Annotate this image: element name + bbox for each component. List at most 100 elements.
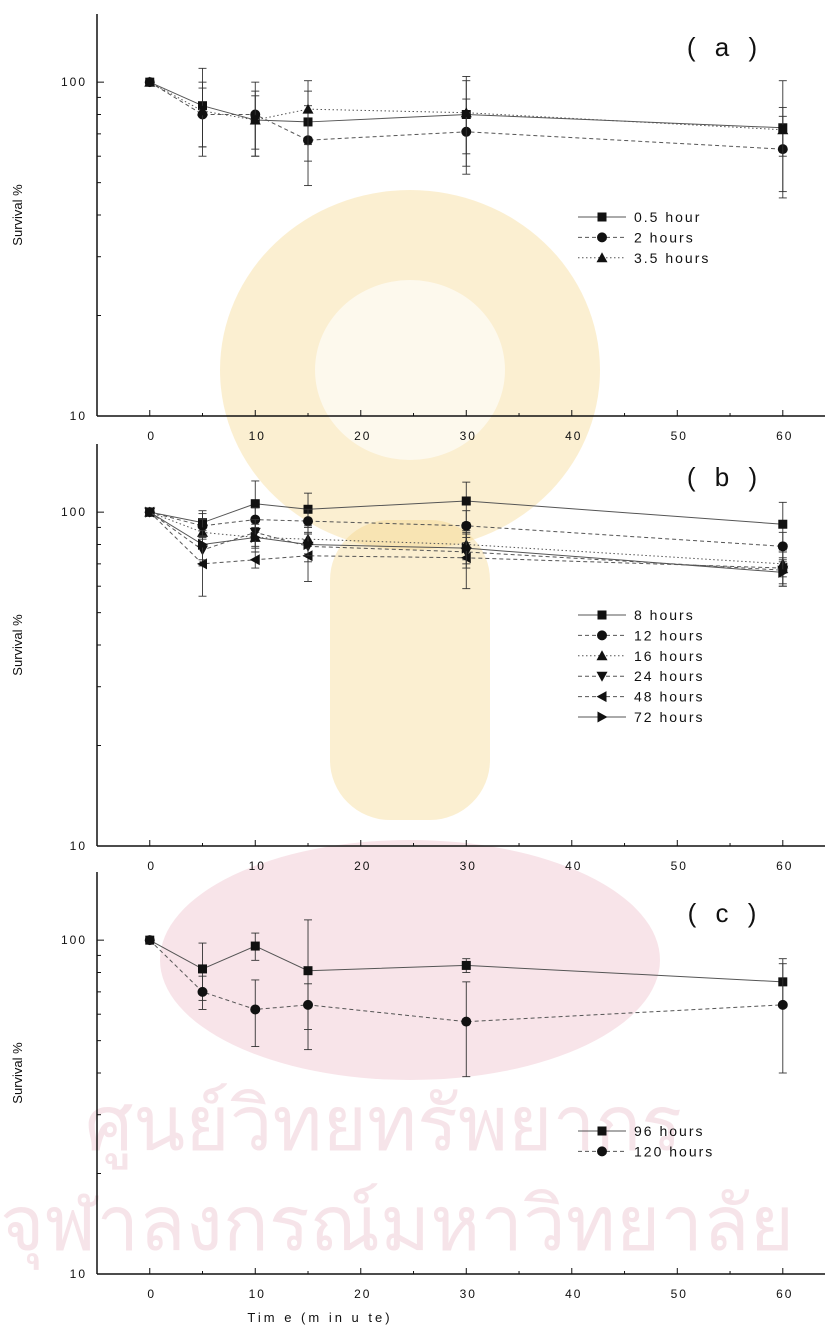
data-point	[778, 566, 789, 578]
series-line	[149, 81, 783, 129]
legend-label: 72 hours	[634, 709, 704, 725]
data-point	[144, 76, 156, 87]
legend-label: 3.5 hours	[634, 250, 710, 266]
series-line	[149, 81, 783, 150]
data-point	[461, 542, 472, 554]
x-tick-label: 10	[249, 429, 266, 443]
data-point	[303, 539, 314, 550]
data-point	[461, 960, 471, 970]
panel-c: 0 10 20 30 40 50 60 10 100 Survival % ( c ) 96 hour…	[10, 872, 825, 1325]
data-point	[303, 516, 314, 527]
legend-marker	[597, 1146, 607, 1157]
legend-marker	[596, 252, 608, 263]
panel-b: 0 10 20 30 40 50 60 10 100 Survival % ( b ) 8 hours…	[10, 444, 825, 873]
series-3-5-hours	[144, 76, 789, 157]
data-point	[250, 1004, 261, 1015]
x-tick-label: 40	[565, 1287, 582, 1301]
data-point	[303, 966, 313, 976]
watermark-line-1: ศูนย์วิทยทรัพยากร	[85, 1079, 682, 1170]
data-point	[145, 506, 156, 518]
data-point	[198, 539, 209, 550]
panel-label: ( a )	[687, 32, 763, 62]
legend-label: 24 hours	[634, 668, 704, 684]
y-tick-label: 10	[70, 409, 87, 423]
data-point	[144, 935, 155, 946]
data-point	[197, 105, 209, 116]
panel-label: ( b )	[687, 462, 763, 492]
y-axis-label: Survival %	[10, 184, 25, 246]
y-tick-label: 100	[61, 933, 87, 947]
legend-marker	[597, 610, 607, 620]
series-72-hours	[145, 506, 789, 587]
x-tick-label: 60	[776, 1287, 793, 1301]
y-tick-label: 10	[70, 839, 87, 853]
data-point	[249, 114, 261, 125]
data-point	[461, 496, 471, 506]
legend-label: 12 hours	[634, 627, 704, 643]
series-line	[149, 500, 783, 525]
series-line	[149, 511, 783, 565]
x-tick-label: 60	[776, 429, 793, 443]
x-tick-label: 20	[354, 1287, 371, 1301]
series-line	[149, 939, 783, 983]
y-tick-label: 100	[61, 505, 87, 519]
y-tick-label: 10	[70, 1267, 87, 1281]
legend: 96 hours 120 hours	[578, 1123, 714, 1159]
data-point	[249, 554, 260, 566]
x-tick-label: 30	[460, 859, 477, 873]
series-line	[149, 511, 783, 571]
legend-marker	[596, 691, 607, 703]
x-tick-label: 0	[147, 859, 156, 873]
x-tick-label: 30	[460, 429, 477, 443]
data-point	[250, 941, 260, 951]
x-tick-label: 60	[776, 859, 793, 873]
x-tick-label: 20	[354, 429, 371, 443]
watermark-line-2: จุฬาลงกรณ์มหาวิทยาลัย	[0, 1179, 794, 1270]
data-point	[777, 999, 788, 1010]
legend-label: 16 hours	[634, 648, 704, 664]
x-tick-label: 0	[147, 1287, 156, 1301]
x-tick-label: 40	[565, 429, 582, 443]
x-tick-label: 30	[460, 1287, 477, 1301]
legend-label: 0.5 hour	[634, 209, 701, 225]
y-axis-label: Survival %	[10, 614, 25, 676]
x-tick-label: 10	[249, 859, 266, 873]
series-line	[149, 81, 783, 131]
data-point	[302, 103, 314, 114]
series-line	[149, 939, 783, 1023]
legend-label: 48 hours	[634, 689, 704, 705]
data-point	[461, 1016, 472, 1027]
data-point	[250, 531, 261, 543]
watermark-emblem	[160, 190, 660, 1080]
legend-label: 2 hours	[634, 229, 695, 245]
legend-label: 8 hours	[634, 607, 695, 623]
x-tick-label: 50	[671, 429, 688, 443]
data-point	[461, 520, 472, 531]
data-point	[250, 499, 260, 509]
data-point	[197, 986, 208, 997]
series-line	[149, 511, 783, 547]
legend-label: 96 hours	[634, 1123, 704, 1139]
legend-marker	[596, 671, 608, 682]
data-point	[460, 552, 471, 564]
x-tick-label: 0	[147, 429, 156, 443]
y-axis-label: Survival %	[10, 1042, 25, 1104]
series-120-hours	[144, 935, 788, 1078]
data-point	[197, 558, 208, 570]
panel-a: 0 10 20 30 40 50 60 10 100 Survival % ( a ) 0.5 hou…	[10, 14, 825, 443]
x-tick-label: 10	[249, 1287, 266, 1301]
x-tick-label: 20	[354, 859, 371, 873]
data-point	[303, 999, 314, 1010]
legend-marker	[597, 212, 607, 222]
legend-label: 120 hours	[634, 1143, 714, 1159]
legend-marker	[597, 1126, 607, 1136]
legend-marker	[597, 630, 607, 641]
y-tick-label: 100	[61, 75, 87, 89]
legend: 8 hours 12 hours 16 hours 24 hours 48 hours 7…	[578, 607, 704, 725]
legend: 0.5 hour 2 hours 3.5 hours	[578, 209, 710, 266]
series-line	[149, 511, 783, 573]
data-point	[460, 107, 472, 118]
legend-marker	[597, 232, 607, 243]
x-tick-label: 50	[671, 859, 688, 873]
